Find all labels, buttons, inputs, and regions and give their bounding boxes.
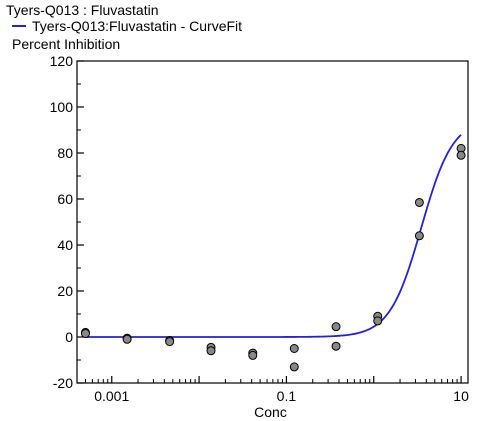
legend-entry-curvefit: Tyers-Q013:Fluvastatin - CurveFit — [32, 18, 243, 34]
data-point — [373, 316, 383, 326]
data-point — [331, 341, 341, 351]
y-tick-label: -20 — [53, 375, 73, 391]
curve-fit-line — [85, 134, 462, 338]
x-axis: 0.001 0.1 10 — [76, 376, 469, 404]
x-axis-title: Conc — [254, 404, 287, 420]
chart-title: Tyers-Q013 : Fluvastatin — [6, 2, 159, 18]
data-points — [80, 143, 466, 372]
data-point — [414, 231, 424, 241]
y-axis: -20 0 20 40 60 80 100 120 — [50, 53, 84, 391]
y-tick-label: 100 — [50, 99, 74, 115]
y-tick-label: 80 — [57, 145, 73, 161]
legend-line-swatch — [12, 25, 26, 27]
data-point — [289, 362, 299, 372]
y-tick-label: 40 — [57, 237, 73, 253]
y-axis-title: Percent Inhibition — [12, 36, 121, 52]
x-tick-label: 0.001 — [94, 388, 129, 404]
data-point — [456, 150, 466, 160]
x-tick-label: 0.1 — [277, 388, 297, 404]
data-point — [289, 344, 299, 353]
data-point — [122, 334, 132, 344]
y-tick-label: 60 — [57, 191, 73, 207]
y-tick-label: 20 — [57, 283, 73, 299]
data-point — [80, 329, 90, 339]
y-tick-label: 120 — [50, 53, 74, 69]
data-point — [248, 350, 258, 360]
y-tick-label: 0 — [65, 329, 73, 345]
legend: Tyers-Q013:Fluvastatin - CurveFit — [12, 18, 242, 34]
data-point — [165, 337, 175, 347]
data-point — [331, 322, 341, 332]
plot-frame — [76, 60, 469, 384]
data-point — [414, 197, 424, 207]
x-tick-label: 10 — [453, 388, 469, 404]
data-point — [206, 346, 216, 356]
